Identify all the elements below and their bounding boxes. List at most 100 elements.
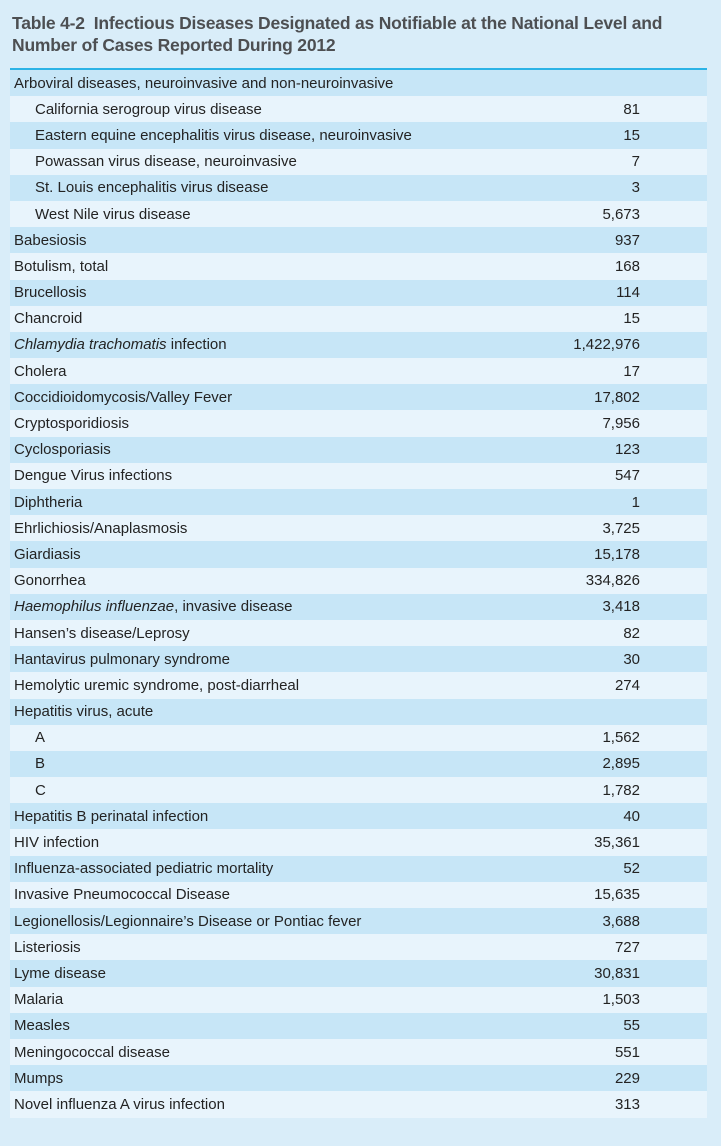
table-row: HIV infection 35,361 bbox=[10, 829, 707, 856]
case-count: 274 bbox=[614, 676, 640, 694]
table-row: Chlamydia trachomatis infection 1,422,976 bbox=[10, 331, 707, 359]
disease-name: Cholera bbox=[14, 362, 67, 380]
disease-name: Listeriosis bbox=[14, 938, 81, 956]
table-row: Hemolytic uremic syndrome, post-diarrhea… bbox=[10, 672, 707, 699]
table-row: Hepatitis virus, acute bbox=[10, 698, 707, 725]
table-row: Eastern equine encephalitis virus diseas… bbox=[10, 122, 707, 149]
case-count: 1 bbox=[631, 493, 640, 511]
table-row: Influenza-associated pediatric mortality… bbox=[10, 855, 707, 882]
disease-name: Chlamydia trachomatis infection bbox=[14, 336, 227, 354]
disease-name: Hansen’s disease/Leprosy bbox=[14, 624, 190, 642]
case-count: 82 bbox=[623, 624, 640, 642]
table-row: Lyme disease 30,831 bbox=[10, 960, 707, 987]
table-row: Chancroid 15 bbox=[10, 305, 707, 332]
table-row: St. Louis encephalitis virus disease 3 bbox=[10, 174, 707, 201]
disease-name: Invasive Pneumococcal Disease bbox=[14, 886, 230, 904]
disease-name: Eastern equine encephalitis virus diseas… bbox=[35, 126, 412, 144]
table-row: Haemophilus influenzae, invasive disease… bbox=[10, 593, 707, 620]
table-row: Diphtheria 1 bbox=[10, 489, 707, 516]
disease-name: C bbox=[35, 781, 46, 799]
disease-name: Cyclosporiasis bbox=[14, 441, 111, 459]
disease-name: Malaria bbox=[14, 991, 64, 1009]
disease-name: A bbox=[35, 729, 46, 747]
disease-name: B bbox=[35, 755, 46, 773]
table-row: Gonorrhea 334,826 bbox=[10, 567, 707, 594]
case-count: 52 bbox=[623, 860, 640, 878]
disease-name: HIV infection bbox=[14, 834, 100, 852]
table-row: Invasive Pneumococcal Disease 15,635 bbox=[10, 881, 707, 908]
case-count: 334,826 bbox=[585, 572, 640, 590]
table-row: Dengue Virus infections 547 bbox=[10, 462, 707, 489]
disease-name: California serogroup virus disease bbox=[35, 100, 262, 118]
disease-name: Mumps bbox=[14, 1069, 64, 1087]
disease-name: Arboviral diseases, neuroinvasive and no… bbox=[14, 74, 394, 92]
table-row: Ehrlichiosis/Anaplasmosis 3,725 bbox=[10, 515, 707, 542]
case-count: 313 bbox=[614, 1095, 640, 1113]
table-row: Cryptosporidiosis 7,956 bbox=[10, 410, 707, 437]
case-count: 1,562 bbox=[602, 729, 640, 747]
case-count: 15 bbox=[623, 310, 640, 328]
table-row: Brucellosis 114 bbox=[10, 279, 707, 306]
case-count: 17 bbox=[623, 362, 640, 380]
case-count: 17,802 bbox=[594, 388, 640, 406]
table-row: Legionellosis/Legionnaire’s Disease or P… bbox=[10, 908, 707, 935]
case-count: 81 bbox=[623, 100, 640, 118]
case-count: 1,503 bbox=[602, 991, 640, 1009]
disease-name: Influenza-associated pediatric mortality bbox=[14, 860, 274, 878]
case-count: 2,895 bbox=[602, 755, 640, 773]
disease-name: Meningococcal disease bbox=[14, 1043, 170, 1061]
case-count: 5,673 bbox=[602, 205, 640, 223]
table-row: Listeriosis 727 bbox=[10, 934, 707, 961]
table-row: Giardiasis 15,178 bbox=[10, 541, 707, 568]
case-count: 7,956 bbox=[602, 415, 640, 433]
case-count: 3,725 bbox=[602, 519, 640, 537]
case-count: 1,422,976 bbox=[573, 336, 640, 354]
table-row: C 1,782 bbox=[10, 777, 707, 804]
case-count: 3,418 bbox=[602, 598, 640, 616]
table-row: California serogroup virus disease 81 bbox=[10, 96, 707, 123]
disease-name: Hepatitis virus, acute bbox=[14, 703, 154, 721]
table-row: Arboviral diseases, neuroinvasive and no… bbox=[10, 70, 707, 97]
table-title: Table 4-2 Infectious Diseases Designated … bbox=[12, 12, 702, 56]
disease-name: Gonorrhea bbox=[14, 572, 86, 590]
table-row: West Nile virus disease 5,673 bbox=[10, 200, 707, 228]
disease-name: Lyme disease bbox=[14, 964, 106, 982]
table-row: Meningococcal disease 551 bbox=[10, 1038, 707, 1066]
case-count: 3,688 bbox=[602, 912, 640, 930]
disease-name: Coccidioidomycosis/Valley Fever bbox=[14, 388, 233, 406]
disease-name: Ehrlichiosis/Anaplasmosis bbox=[14, 519, 188, 537]
disease-name: Legionellosis/Legionnaire’s Disease or P… bbox=[14, 912, 362, 930]
table-row: Hansen’s disease/Leprosy 82 bbox=[10, 619, 707, 647]
case-count: 15,178 bbox=[594, 545, 640, 563]
case-count: 937 bbox=[614, 231, 640, 249]
disease-name: Hemolytic uremic syndrome, post-diarrhea… bbox=[14, 676, 300, 694]
case-count: 168 bbox=[614, 257, 640, 275]
case-count: 35,361 bbox=[594, 834, 640, 852]
disease-name: West Nile virus disease bbox=[35, 205, 191, 223]
title-divider bbox=[10, 68, 707, 70]
table-row: Coccidioidomycosis/Valley Fever 17,802 bbox=[10, 384, 707, 411]
table-row: B 2,895 bbox=[10, 750, 707, 778]
table-row: Novel influenza A virus infection 313 bbox=[10, 1091, 707, 1118]
case-count: 3 bbox=[631, 179, 640, 197]
table-row: Cyclosporiasis 123 bbox=[10, 436, 707, 463]
case-count: 229 bbox=[614, 1069, 640, 1087]
table-row: Babesiosis 937 bbox=[10, 227, 707, 254]
disease-name: Diphtheria bbox=[14, 493, 83, 511]
table-page: Table 4-2 Infectious Diseases Designated … bbox=[0, 12, 721, 1146]
table-caption: Infectious Diseases Designated as Notifi… bbox=[12, 13, 663, 55]
disease-name: Brucellosis bbox=[14, 284, 87, 302]
case-count: 7 bbox=[631, 153, 640, 171]
disease-name: Chancroid bbox=[14, 310, 83, 328]
case-count: 547 bbox=[614, 467, 640, 485]
disease-table: Arboviral diseases, neuroinvasive and no… bbox=[10, 70, 707, 1118]
case-count: 15,635 bbox=[594, 886, 640, 904]
table-row: Cholera 17 bbox=[10, 358, 707, 385]
case-count: 40 bbox=[623, 807, 640, 825]
case-count: 114 bbox=[616, 284, 640, 302]
case-count: 55 bbox=[623, 1017, 640, 1035]
table-row: Powassan virus disease, neuroinvasive 7 bbox=[10, 148, 707, 175]
case-count: 727 bbox=[614, 938, 640, 956]
table-row: Mumps 229 bbox=[10, 1065, 707, 1092]
disease-name: St. Louis encephalitis virus disease bbox=[35, 179, 269, 197]
